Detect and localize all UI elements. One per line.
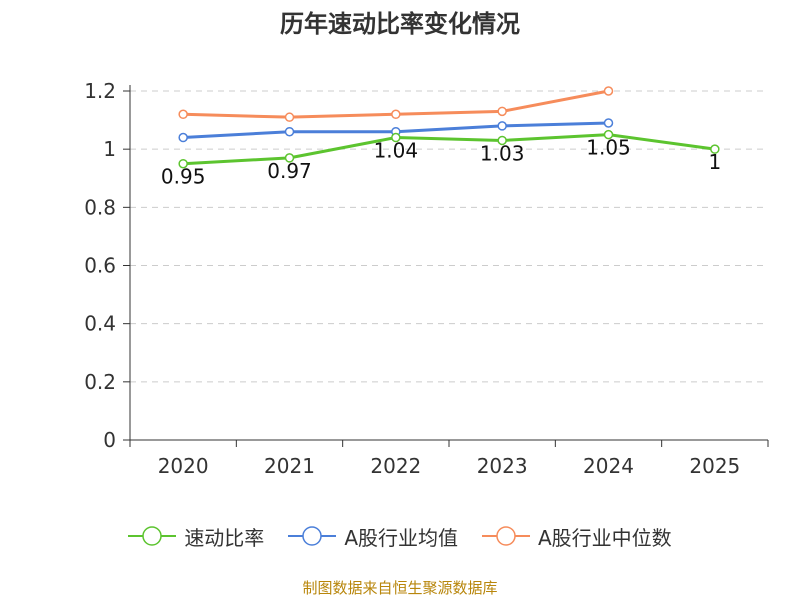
series-0-point[interactable]	[391, 132, 401, 143]
legend-label: 速动比率	[184, 525, 265, 550]
legend: 速动比率 A股行业均值 A股行业中位数	[0, 518, 800, 554]
legend-label: A股行业均值	[344, 525, 458, 550]
legend-swatch-icon	[128, 526, 177, 546]
series-0-point[interactable]	[603, 129, 614, 140]
grid-layer	[130, 90, 768, 383]
legend-swatch-icon	[288, 526, 337, 546]
series-2-point[interactable]	[603, 86, 614, 96]
y-tick-label: 0	[103, 428, 116, 452]
series-2-point[interactable]	[178, 109, 188, 120]
series-2-point[interactable]	[391, 109, 401, 120]
series-layer	[178, 86, 720, 169]
legend-swatch-icon	[482, 526, 530, 546]
series-1-point[interactable]	[284, 126, 295, 137]
legend-item-2[interactable]: A股行业中位数	[482, 522, 672, 551]
series-1-point[interactable]	[603, 118, 614, 128]
series-0-point[interactable]	[284, 153, 295, 163]
legend-item-1[interactable]: A股行业均值	[288, 522, 458, 551]
chart-title: 历年速动比率变化情况	[280, 10, 520, 38]
series-2-point[interactable]	[497, 106, 507, 117]
y-tick-label: 0.8	[84, 195, 116, 219]
legend-label: A股行业中位数	[538, 525, 672, 550]
data-label: 1	[708, 150, 721, 174]
x-tick-label: 2023	[477, 454, 528, 478]
x-tick-label: 2022	[370, 454, 421, 478]
data-label: 1.04	[374, 139, 419, 163]
legend-item-0[interactable]: 速动比率	[128, 522, 264, 551]
series-0-point[interactable]	[178, 158, 188, 169]
data-label: 0.97	[267, 159, 312, 183]
footer-source: 制图数据来自恒生聚源数据库	[302, 579, 498, 597]
y-tick-label: 0.6	[84, 254, 116, 278]
series-line-0	[183, 133, 716, 166]
y-tick-label: 0.2	[84, 370, 116, 394]
series-1-point[interactable]	[497, 121, 507, 131]
series-1-point[interactable]	[178, 132, 188, 143]
y-tick-label: 0.4	[84, 312, 116, 336]
label-layer: 0.95 0.97 1.04 1.03 1.05 1	[161, 136, 721, 189]
data-label: 0.95	[161, 165, 206, 189]
y-tick-label: 1.2	[84, 79, 116, 103]
x-tick-label: 2024	[583, 454, 634, 478]
x-tick-label: 2020	[158, 454, 209, 478]
x-tick-label: 2021	[264, 454, 315, 478]
data-label: 1.05	[586, 136, 631, 160]
series-2-point[interactable]	[284, 112, 295, 122]
data-label: 1.03	[480, 141, 525, 165]
x-tick-label: 2025	[689, 454, 740, 478]
series-0-point[interactable]	[497, 135, 507, 146]
series-0-point[interactable]	[710, 144, 720, 154]
y-tick-label: 1	[103, 137, 116, 161]
axis-layer: 0 0.2 0.4 0.6 0.8 1 1.2 2020 2021 2022 2023 2024 202…	[84, 79, 769, 478]
